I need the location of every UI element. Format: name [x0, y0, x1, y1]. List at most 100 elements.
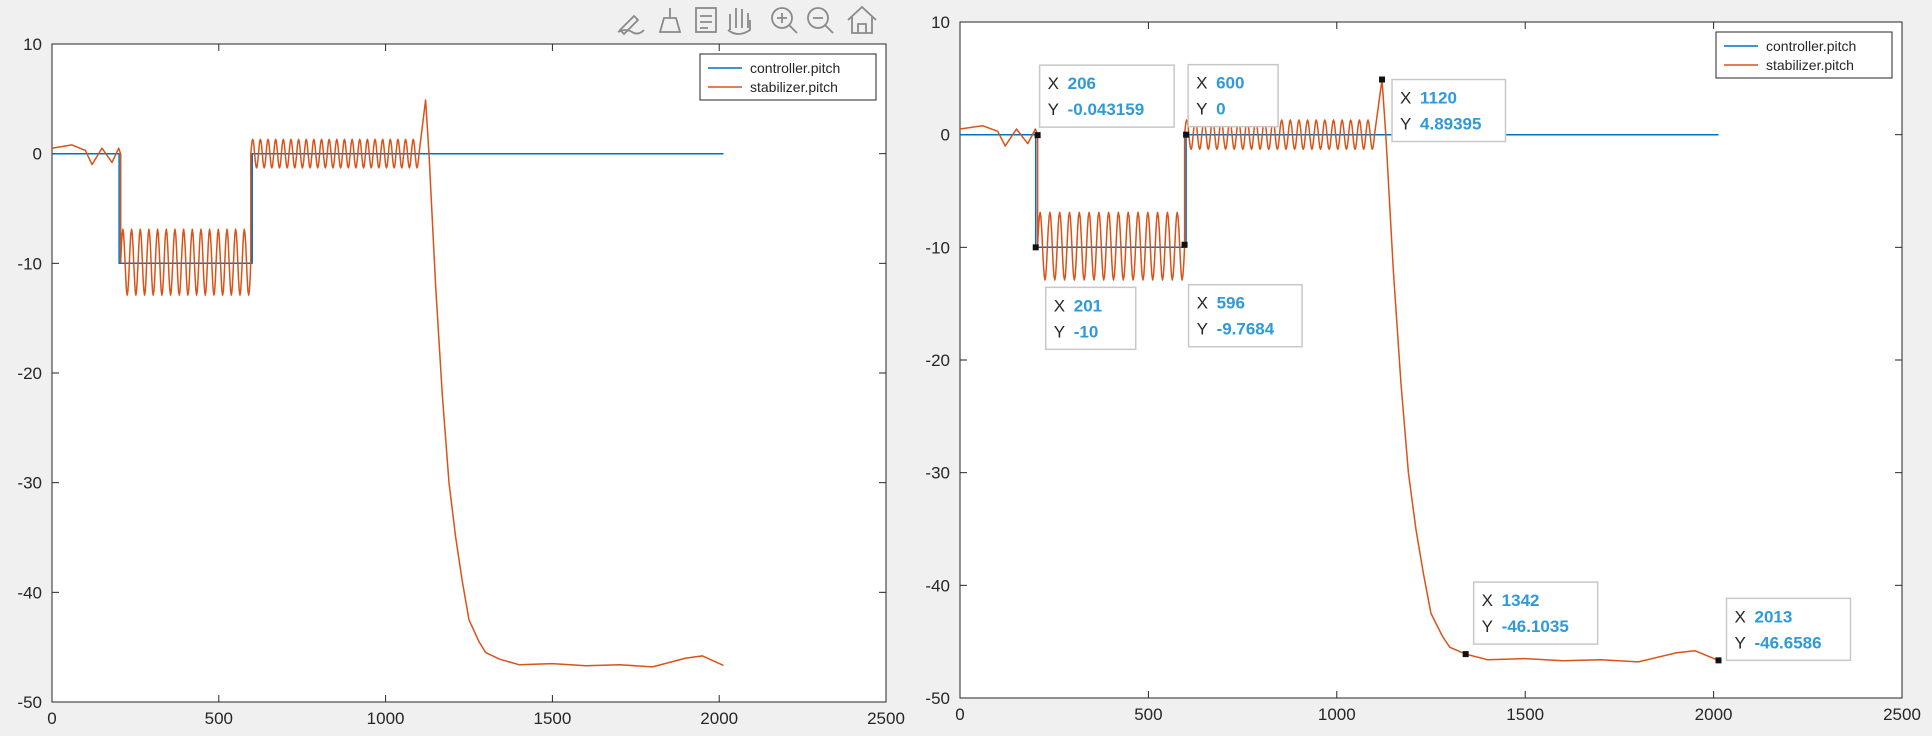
y-tick-label: 10	[931, 13, 950, 32]
y-tick-label: -40	[925, 576, 950, 595]
datatip-marker	[1034, 132, 1041, 139]
axes-toolbar	[617, 5, 877, 36]
datatip-y-value: -46.6586	[1754, 633, 1821, 652]
datatip-marker	[1183, 131, 1190, 138]
right-plot[interactable]: 0 500 1000 1500 2000 2500 10 0 -10 -20 -30 -40 -50 co…	[925, 13, 1920, 724]
y-tick-label: -10	[925, 238, 950, 257]
datatip[interactable]: X 1120 Y 4.89395	[1379, 76, 1507, 143]
datatip-y-value: 4.89395	[1420, 115, 1481, 134]
legend-entry-label: stabilizer.pitch	[750, 79, 838, 95]
x-tick-label: 0	[955, 705, 964, 724]
zoom-out-icon	[807, 7, 834, 34]
zoom-in-button[interactable]	[771, 7, 798, 34]
datatip[interactable]: X 1342 Y -46.1035	[1462, 581, 1599, 658]
x-tick-label: 1500	[1506, 705, 1544, 724]
x-tick-label: 2000	[700, 709, 738, 728]
datatip-x-label: X	[1482, 591, 1493, 610]
series-line-stabilizer-pitch	[959, 78, 1719, 663]
datatip-marker	[1181, 241, 1188, 248]
y-tick-label: -10	[17, 254, 42, 273]
datatip-box	[1044, 286, 1137, 351]
left-plot[interactable]: 0 500 1000 1500 2000 2500 10 0 -10 -20 -30 -40 -50 co…	[17, 35, 904, 728]
legend[interactable]: controller.pitch stabilizer.pitch	[1715, 31, 1893, 79]
y-tick-label: -20	[925, 351, 950, 370]
y-tick-label: -50	[17, 693, 42, 712]
datatip-x-label: X	[1197, 294, 1208, 313]
legend-box	[1715, 31, 1893, 79]
y-tick-label: 0	[941, 126, 950, 145]
data-tips-button[interactable]	[695, 7, 717, 33]
datatip-y-label: Y	[1482, 617, 1493, 636]
legend-box	[699, 53, 877, 101]
datatip-box	[1038, 64, 1175, 128]
x-tick-label: 1000	[367, 709, 405, 728]
datatip-x-value: 596	[1217, 294, 1245, 313]
datatip[interactable]: X 201 Y -10	[1032, 244, 1137, 351]
y-tick-label: -30	[17, 474, 42, 493]
zoom-out-button[interactable]	[807, 7, 834, 34]
datatip-x-value: 2013	[1754, 607, 1792, 626]
datatip[interactable]: X 2013 Y -46.6586	[1715, 597, 1852, 664]
brush-button[interactable]	[658, 8, 682, 33]
datatip-x-value: 1342	[1502, 591, 1540, 610]
datatip-box	[1391, 78, 1507, 143]
y-tick-label: -20	[17, 364, 42, 383]
x-tick-label: 1500	[533, 709, 571, 728]
datatip-y-value: -46.1035	[1502, 617, 1569, 636]
datatip-y-value: -9.7684	[1217, 320, 1275, 339]
axes-box	[51, 43, 887, 703]
datatip-x-label: X	[1048, 74, 1059, 93]
y-tick-label: -30	[925, 464, 950, 483]
x-tick-label: 2000	[1695, 705, 1733, 724]
data-tips-icon	[695, 7, 717, 33]
edit-plot-icon	[617, 14, 645, 36]
datatip-y-label: Y	[1196, 100, 1207, 119]
y-tick-label: 0	[33, 145, 42, 164]
pan-button[interactable]	[727, 8, 751, 35]
datatip-y-value: 0	[1216, 100, 1225, 119]
home-icon	[847, 5, 877, 34]
series-line-stabilizer-pitch	[51, 99, 724, 668]
datatip[interactable]: X 600 Y 0	[1183, 63, 1279, 138]
datatip-x-label: X	[1400, 89, 1411, 108]
datatip-box	[1472, 581, 1599, 645]
datatip-x-label: X	[1054, 296, 1065, 315]
datatip-y-label: Y	[1400, 115, 1411, 134]
hand-icon	[727, 8, 751, 35]
y-tick-label: -40	[17, 583, 42, 602]
zoom-in-icon	[771, 7, 798, 34]
datatip-x-label: X	[1734, 607, 1745, 626]
datatip-box	[1187, 63, 1279, 128]
home-button[interactable]	[847, 5, 877, 34]
datatip-box	[1725, 597, 1852, 662]
datatip-y-label: Y	[1048, 100, 1059, 119]
datatip-y-label: Y	[1734, 633, 1745, 652]
datatip-y-value: -10	[1074, 322, 1099, 341]
datatip-x-label: X	[1196, 74, 1207, 93]
brush-icon	[658, 8, 682, 33]
legend-entry-label: controller.pitch	[750, 60, 840, 76]
legend-entry-label: stabilizer.pitch	[1766, 57, 1854, 73]
datatip-marker	[1379, 76, 1386, 83]
datatip-y-value: -0.043159	[1068, 100, 1145, 119]
datatip-y-label: Y	[1197, 320, 1208, 339]
datatip-marker	[1462, 651, 1469, 658]
y-tick-label: 10	[23, 35, 42, 54]
x-tick-label: 2500	[1883, 705, 1921, 724]
edit-plot-button[interactable]	[617, 14, 645, 36]
datatip[interactable]: X 596 Y -9.7684	[1181, 241, 1303, 348]
datatip-marker	[1715, 657, 1722, 664]
x-tick-label: 500	[205, 709, 233, 728]
x-tick-label: 0	[47, 709, 56, 728]
x-tick-label: 500	[1134, 705, 1162, 724]
datatip-x-value: 1120	[1420, 89, 1457, 108]
x-tick-label: 1000	[1318, 705, 1356, 724]
datatip-marker	[1032, 244, 1039, 251]
datatip[interactable]: X 206 Y -0.043159	[1034, 64, 1175, 139]
datatip-x-value: 201	[1074, 296, 1102, 315]
datatip-x-value: 206	[1068, 74, 1096, 93]
legend[interactable]: controller.pitch stabilizer.pitch	[699, 53, 877, 101]
legend-entry-label: controller.pitch	[1766, 38, 1856, 54]
datatip-y-label: Y	[1054, 322, 1065, 341]
